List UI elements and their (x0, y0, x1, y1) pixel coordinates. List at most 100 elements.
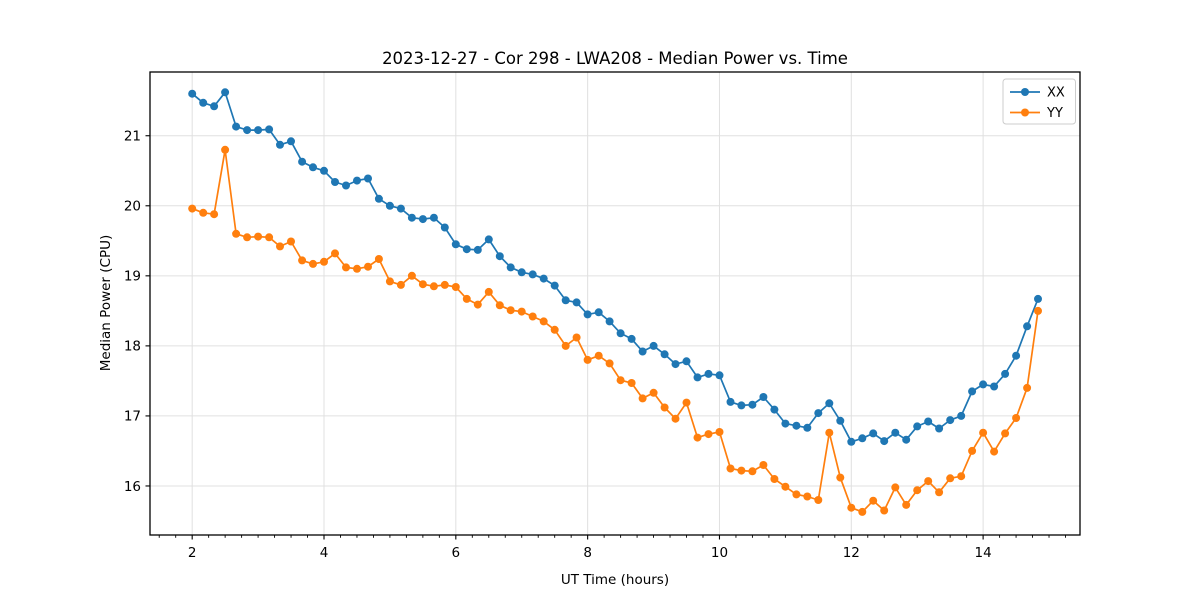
data-point (1023, 322, 1032, 331)
data-point (803, 492, 812, 501)
data-point (671, 414, 680, 423)
data-point (429, 213, 438, 222)
data-point (726, 464, 735, 473)
data-point (1012, 414, 1021, 422)
data-point (825, 399, 834, 408)
data-point (495, 301, 504, 310)
data-point (792, 490, 801, 499)
data-point (605, 317, 614, 326)
data-point (561, 341, 570, 350)
data-point (528, 270, 537, 279)
x-tick-label: 4 (320, 545, 329, 561)
data-point (616, 329, 625, 338)
data-point (320, 257, 328, 266)
x-tick-label: 12 (843, 545, 860, 561)
data-point (792, 421, 801, 430)
data-point (946, 416, 955, 425)
data-point (671, 360, 680, 369)
data-point (484, 287, 493, 296)
data-point (748, 467, 757, 476)
data-point (221, 145, 230, 154)
data-point (1023, 383, 1032, 392)
data-point (770, 405, 779, 414)
data-point (770, 475, 779, 483)
data-point (858, 507, 867, 516)
data-point (880, 437, 889, 446)
data-point (902, 500, 911, 509)
data-point (803, 423, 812, 432)
data-point (913, 486, 922, 495)
data-point (737, 466, 746, 475)
data-point (627, 334, 636, 343)
data-point (572, 298, 581, 307)
data-point (287, 137, 295, 146)
x-tick-label: 6 (452, 545, 461, 561)
data-point (353, 264, 361, 273)
data-point (517, 268, 526, 277)
data-point (913, 422, 922, 431)
data-point (506, 263, 515, 272)
data-point (364, 262, 372, 271)
data-point (572, 333, 581, 342)
data-point (968, 446, 977, 455)
data-series (188, 88, 1042, 516)
data-point (781, 419, 790, 428)
data-point (649, 388, 658, 397)
data-point (276, 242, 284, 251)
data-point (891, 428, 900, 437)
data-point (550, 325, 559, 334)
legend-label-XX: XX (1047, 86, 1065, 101)
data-point (638, 394, 647, 403)
y-axis-label: Median Power (CPU) (98, 235, 114, 371)
data-point (1012, 351, 1021, 360)
data-point (254, 126, 263, 135)
data-point (232, 229, 241, 238)
y-tick-label: 21 (124, 129, 141, 145)
data-point (462, 245, 471, 254)
data-point (1034, 294, 1042, 303)
data-point (935, 424, 944, 433)
x-tick-label: 2 (188, 545, 197, 561)
data-point (814, 409, 823, 418)
data-point (309, 163, 317, 172)
data-point (374, 255, 383, 263)
data-point (396, 204, 405, 213)
data-point (188, 204, 197, 213)
data-point (715, 371, 724, 380)
series-line-XX (191, 91, 1039, 443)
y-tick-label: 18 (124, 339, 141, 355)
data-point (210, 210, 219, 219)
y-tick-label: 17 (124, 409, 141, 425)
data-point (418, 280, 427, 289)
data-point (232, 122, 241, 131)
data-point (374, 194, 383, 203)
data-point (1001, 429, 1010, 438)
data-point (342, 181, 350, 190)
data-point (188, 89, 197, 98)
data-point (385, 277, 394, 286)
data-point (583, 310, 592, 319)
legend-marker-XX (1021, 88, 1029, 96)
data-point (979, 428, 988, 437)
y-tick-label: 19 (124, 269, 141, 285)
data-point (902, 435, 911, 444)
legend: XX YY (1002, 78, 1076, 125)
data-point (726, 397, 735, 406)
series-YY (188, 145, 1042, 516)
data-point (704, 430, 713, 439)
data-point (869, 429, 878, 438)
data-point (715, 428, 724, 436)
data-point (825, 428, 834, 437)
chart-title: 2023-12-27 - Cor 298 - LWA208 - Median P… (382, 49, 848, 68)
legend-marker-YY (1021, 108, 1029, 117)
data-point (660, 350, 669, 359)
data-point (539, 274, 548, 283)
data-point (254, 232, 263, 241)
data-point (385, 201, 394, 210)
data-point (298, 256, 307, 265)
data-point (693, 373, 702, 382)
data-point (407, 271, 416, 280)
data-point (331, 178, 339, 186)
data-point (440, 223, 449, 232)
